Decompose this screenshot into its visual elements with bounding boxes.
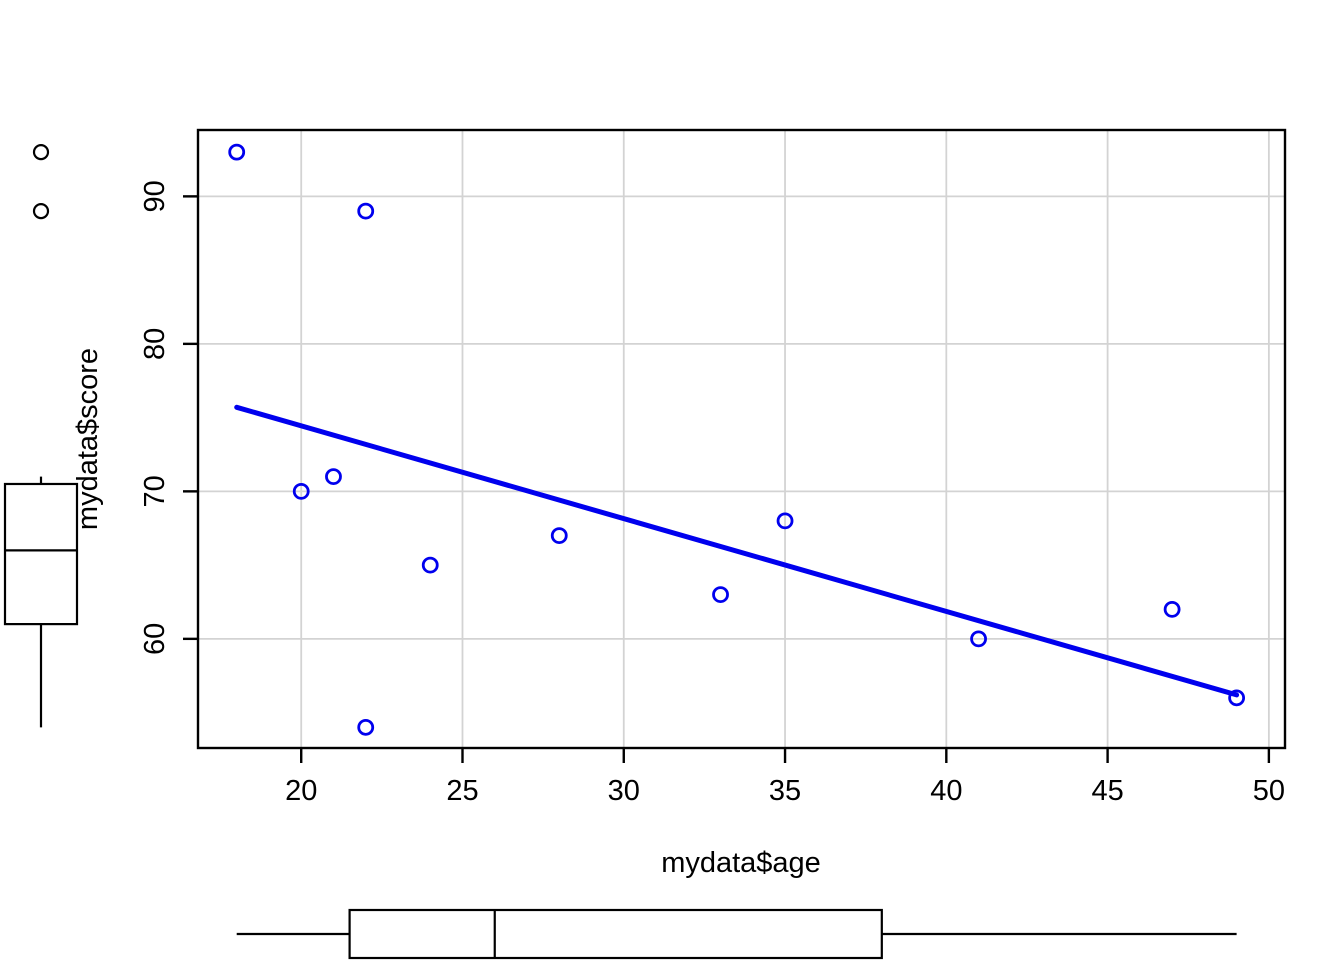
data-point	[292, 482, 310, 500]
data-point	[1163, 600, 1181, 618]
y-tick-label: 90	[139, 180, 171, 212]
x-tick-label: 45	[1091, 775, 1123, 807]
data-point	[421, 556, 439, 574]
data-point	[712, 586, 729, 604]
data-point	[550, 527, 568, 545]
boxplot-outlier-point	[32, 144, 50, 161]
data-point	[1228, 689, 1246, 707]
data-point	[325, 468, 342, 486]
x-tick-label: 20	[285, 775, 317, 807]
x-tick-label: 50	[1253, 775, 1285, 807]
boxplot-outlier-point	[32, 203, 50, 220]
x-tick-label: 30	[608, 775, 640, 807]
data-point	[357, 202, 375, 220]
plot-border	[196, 128, 1287, 750]
scatter-points-layer	[228, 143, 1246, 736]
regression-line	[234, 404, 1240, 698]
age-marginal-boxplot	[236, 908, 1237, 960]
y-tick-label: 70	[139, 475, 171, 507]
boxplot-box	[3, 482, 79, 626]
x-tick-label: 25	[446, 775, 478, 807]
axes: 20 25 30 35 40 45 50 60 70 80 90	[139, 128, 1287, 807]
data-point	[776, 512, 794, 530]
x-axis-label: mydata$age	[661, 847, 821, 879]
x-tick-label: 40	[930, 775, 962, 807]
score-marginal-boxplot	[3, 144, 79, 728]
data-point	[357, 718, 375, 736]
data-point	[228, 143, 246, 161]
x-tick-label: 35	[769, 775, 801, 807]
y-tick-label: 60	[139, 623, 171, 655]
regression-line-layer	[234, 404, 1240, 698]
y-tick-label: 80	[139, 328, 171, 360]
boxplot-box	[348, 908, 883, 960]
gridlines	[198, 130, 1285, 748]
y-axis-label: mydata$score	[72, 348, 104, 530]
data-point	[970, 630, 987, 648]
